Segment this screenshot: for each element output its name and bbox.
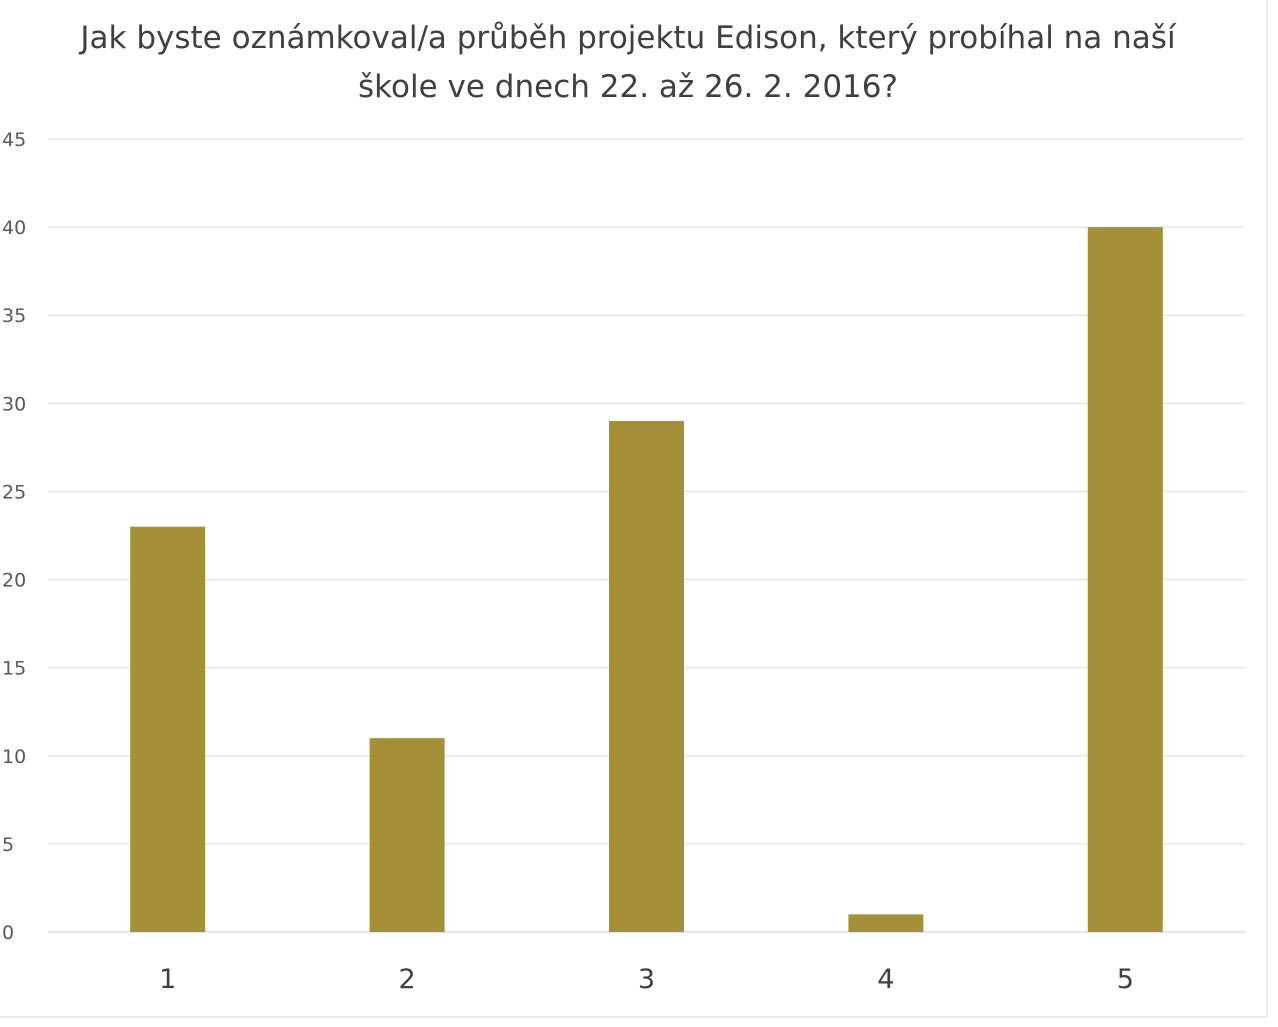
x-tick-label: 3 (638, 964, 655, 995)
bar (609, 420, 684, 932)
bar (848, 914, 924, 932)
bar (1087, 227, 1163, 933)
y-tick-label: 25 (2, 481, 26, 503)
y-tick-label: 40 (2, 217, 26, 239)
y-tick-label: 5 (2, 834, 14, 856)
bars (130, 227, 1163, 933)
bar (130, 526, 206, 932)
x-tick-label: 1 (159, 964, 176, 995)
x-axis-tick-labels: 1 2 3 4 5 (159, 964, 1134, 995)
y-axis-tick-labels: 0 5 10 15 20 25 30 35 40 45 (2, 129, 26, 944)
y-tick-label: 10 (2, 746, 26, 768)
y-tick-label: 30 (2, 393, 26, 415)
chart-title-line-2: škole ve dnech 22. až 26. 2. 2016? (358, 69, 898, 105)
x-tick-label: 2 (399, 964, 416, 995)
x-tick-label: 5 (1117, 964, 1134, 995)
y-tick-label: 0 (2, 922, 14, 944)
y-tick-label: 35 (2, 305, 26, 327)
chart-title-line-1: Jak byste oznámkoval/a průběh projektu E… (78, 20, 1177, 56)
y-tick-label: 20 (2, 570, 26, 592)
y-tick-label: 45 (2, 129, 26, 151)
bar (369, 738, 445, 932)
y-tick-label: 15 (2, 658, 26, 680)
x-tick-label: 4 (877, 964, 894, 995)
